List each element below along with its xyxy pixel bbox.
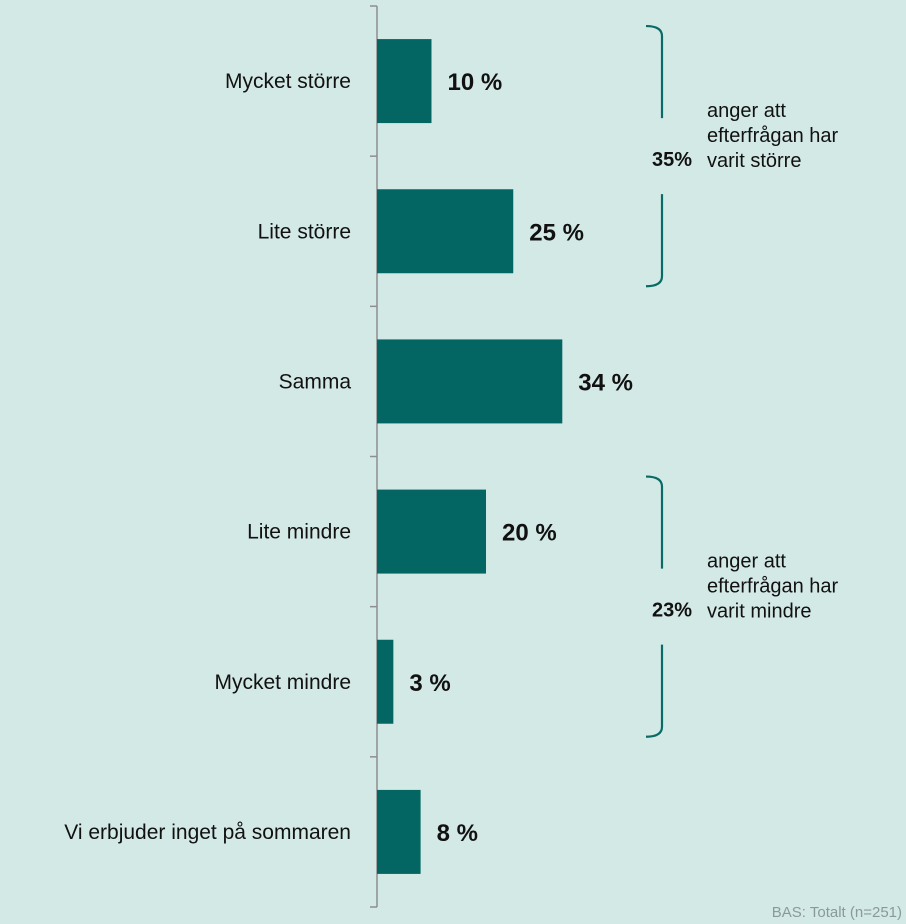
labels: Mycket större 10 % Lite större 25 % Samma 34 …	[64, 69, 633, 847]
group-text-line: varit större	[707, 150, 801, 172]
group-bracket: 35% anger att efterfrågan har varit större	[645, 24, 839, 288]
group-percent: 23%	[652, 600, 692, 622]
group-annotations: 35% anger att efterfrågan har varit större 2…	[645, 24, 839, 738]
group-text-line: efterfrågan har	[707, 125, 839, 147]
category-label: Lite större	[258, 220, 351, 243]
group-text-line: anger att	[707, 100, 786, 122]
value-label: 10 %	[448, 69, 503, 96]
category-label: Lite mindre	[247, 521, 351, 544]
group-bracket: 23% anger att efterfrågan har varit mindre	[645, 475, 839, 738]
bars	[377, 39, 563, 874]
bracket-lower	[645, 644, 664, 738]
bar	[377, 489, 486, 574]
bar	[377, 339, 563, 424]
bar	[377, 39, 432, 124]
category-label: Samma	[279, 370, 352, 393]
value-label: 34 %	[578, 369, 633, 396]
value-label: 8 %	[437, 820, 478, 847]
group-text-line: varit mindre	[707, 601, 811, 623]
group-text-line: efterfrågan har	[707, 576, 839, 598]
value-label: 20 %	[502, 520, 557, 547]
group-text-line: anger att	[707, 551, 786, 573]
value-label: 25 %	[529, 219, 584, 246]
category-label: Vi erbjuder inget på sommaren	[64, 821, 351, 844]
bar	[377, 789, 421, 874]
footnote: BAS: Totalt (n=251)	[772, 904, 902, 921]
bracket-lower	[645, 194, 664, 288]
bar	[377, 639, 394, 724]
bracket-upper	[645, 24, 664, 119]
category-label: Mycket mindre	[214, 671, 351, 694]
category-label: Mycket större	[225, 70, 351, 93]
group-percent: 35%	[652, 149, 692, 171]
bracket-upper	[645, 475, 664, 569]
axis-layer	[370, 5, 378, 908]
value-label: 3 %	[409, 670, 450, 697]
bar	[377, 189, 514, 274]
